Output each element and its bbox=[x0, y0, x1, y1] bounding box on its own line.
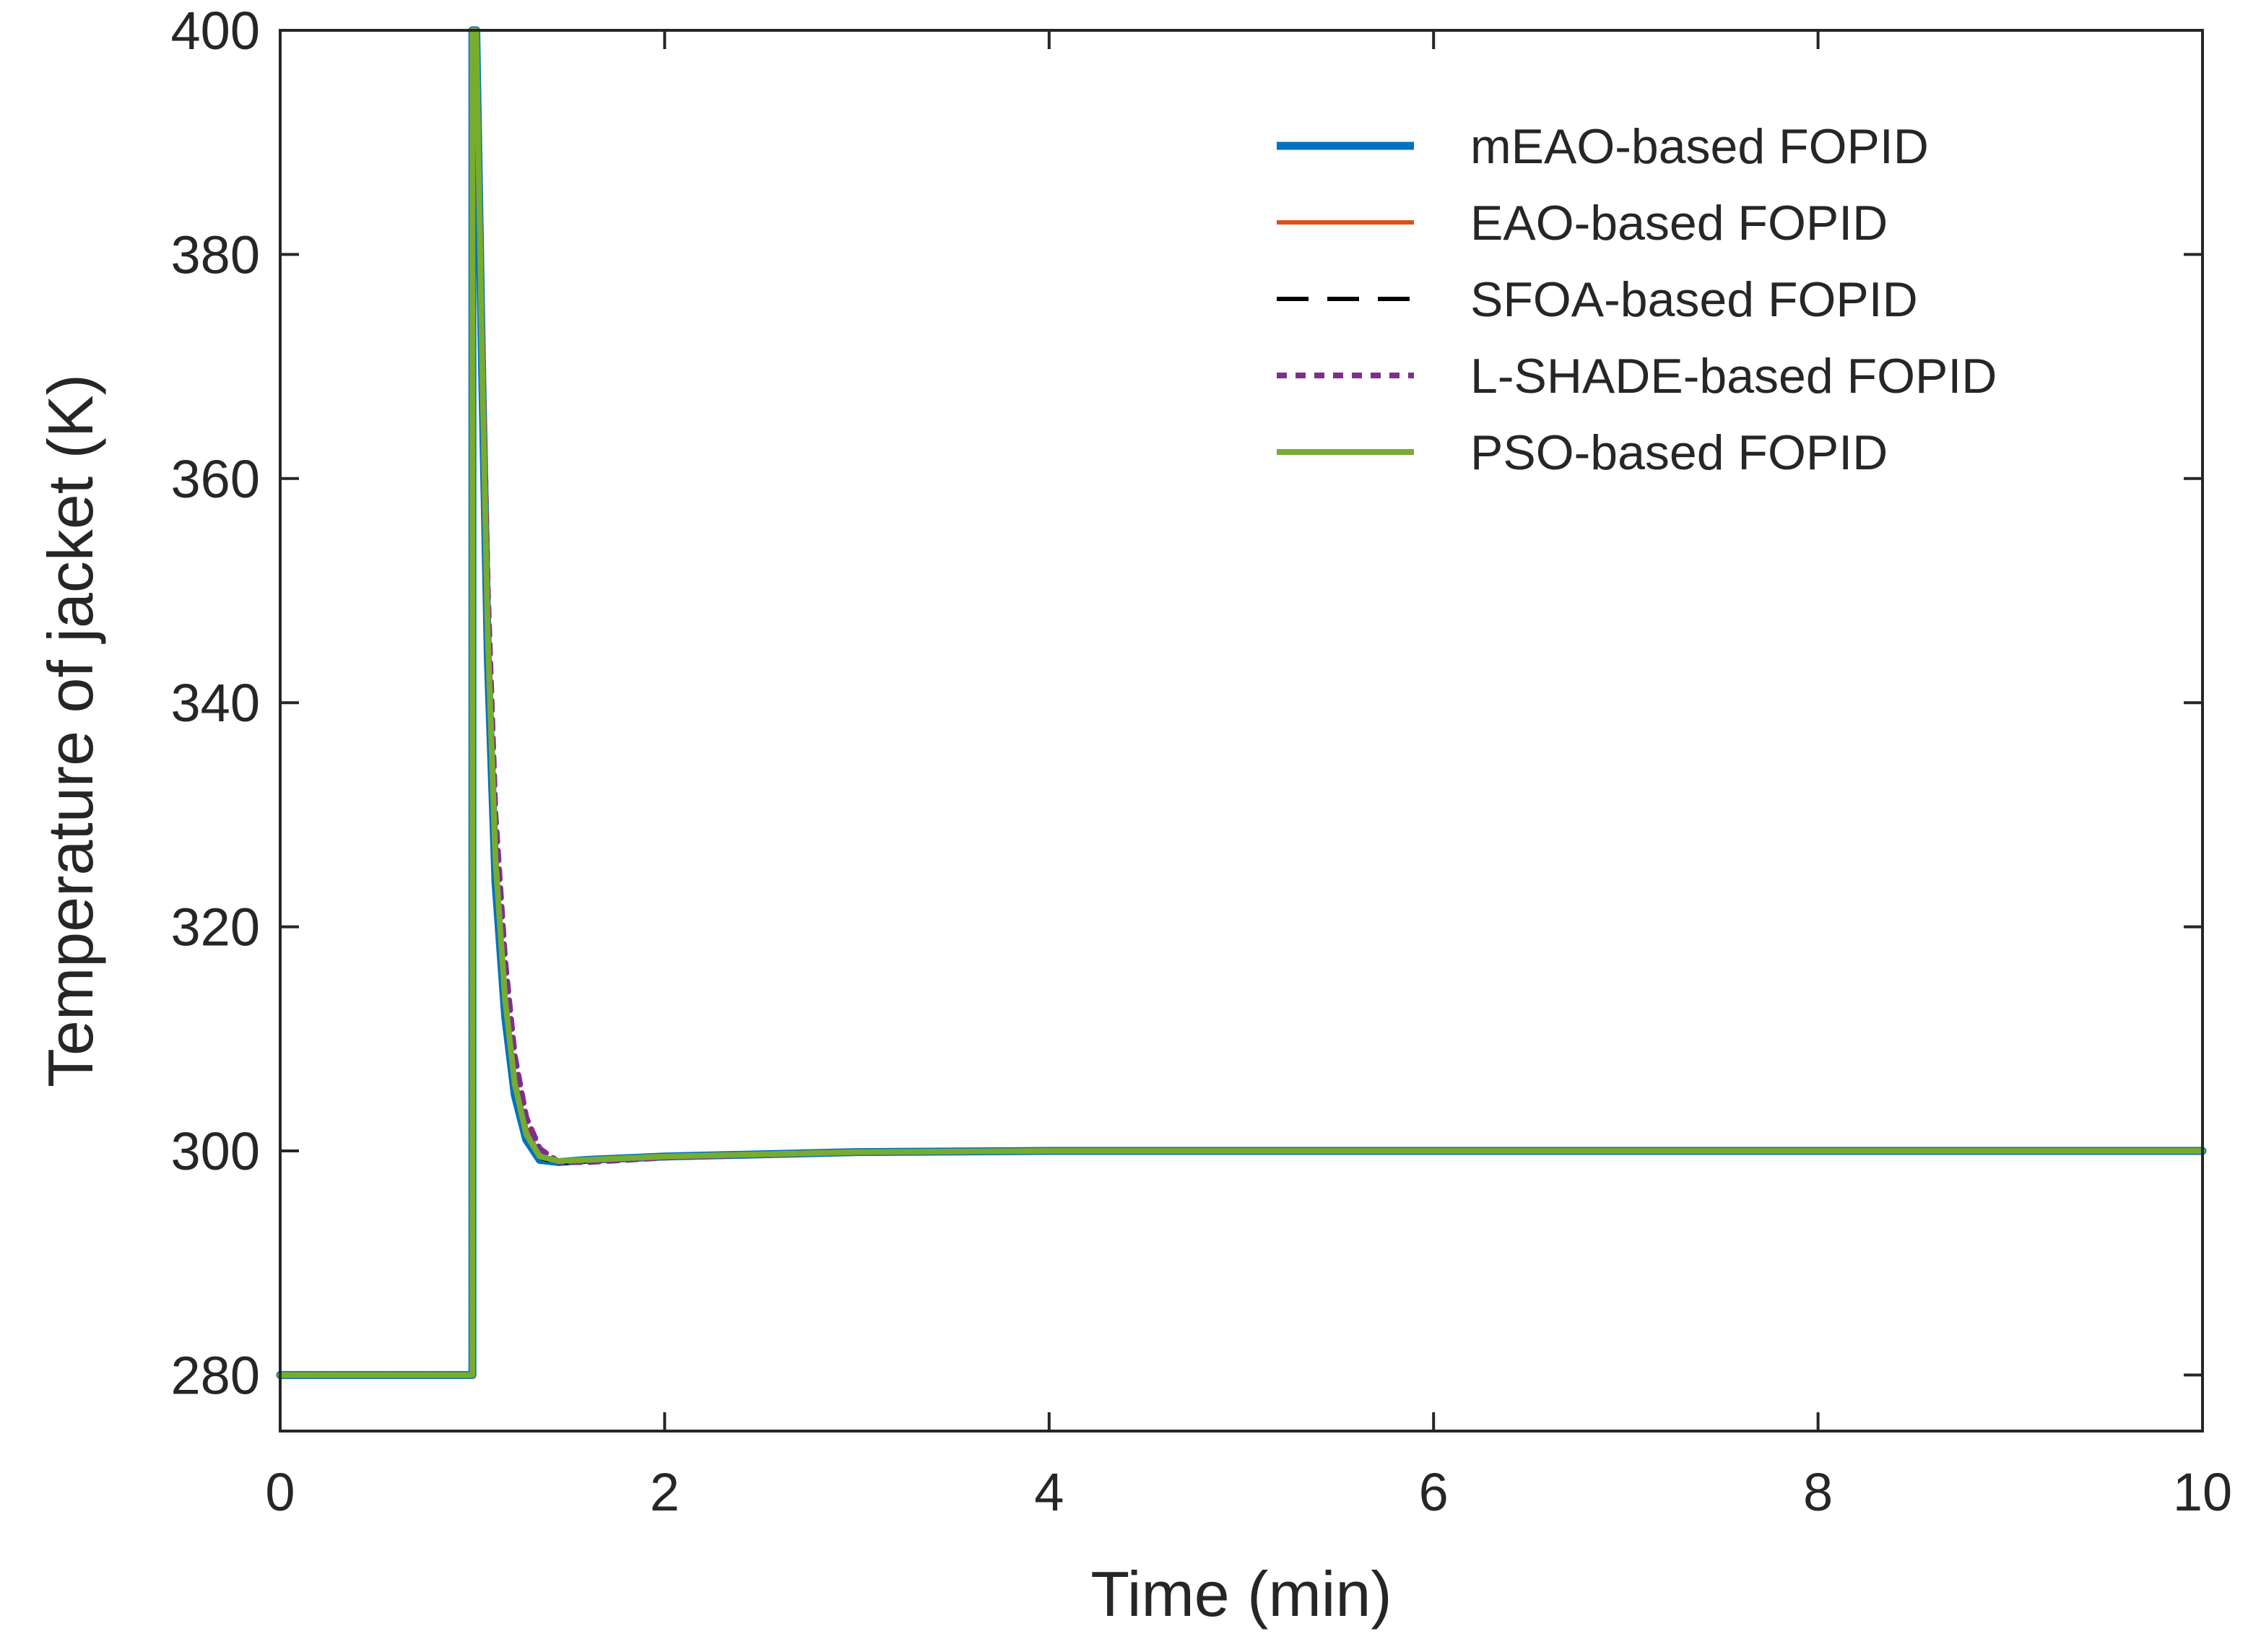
y-tick-label: 300 bbox=[171, 1121, 260, 1181]
legend-label-2: EAO-based FOPID bbox=[1470, 196, 1888, 251]
x-tick-label: 6 bbox=[1419, 1462, 1449, 1522]
x-tick-label: 10 bbox=[2173, 1462, 2232, 1522]
y-tick-label: 380 bbox=[171, 225, 260, 284]
y-tick-label: 400 bbox=[171, 1, 260, 61]
x-axis-label: Time (min) bbox=[1090, 1558, 1392, 1630]
x-tick-label: 4 bbox=[1034, 1462, 1064, 1522]
plot-frame bbox=[279, 29, 2204, 1433]
legend-label-4: L-SHADE-based FOPID bbox=[1470, 349, 1997, 404]
y-tick-label: 320 bbox=[171, 897, 260, 957]
x-tick-label: 0 bbox=[265, 1462, 295, 1522]
x-tick-label: 2 bbox=[650, 1462, 680, 1522]
legend-label-5: PSO-based FOPID bbox=[1470, 425, 1888, 480]
y-tick-label: 340 bbox=[171, 673, 260, 733]
legend-label-1: mEAO-based FOPID bbox=[1470, 119, 1929, 174]
tick-labels: 0 2 4 6 8 10 280 300 320 340 360 380 400 bbox=[171, 1, 2233, 1522]
legend-label-3: SFOA-based FOPID bbox=[1470, 272, 1918, 327]
y-axis-label: Temperature of jacket (K) bbox=[35, 374, 106, 1087]
plot-background bbox=[280, 30, 2203, 1431]
y-tick-label: 360 bbox=[171, 449, 260, 509]
y-tick-label: 280 bbox=[171, 1345, 260, 1405]
legend: mEAO-based FOPID EAO-based FOPID SFOA-base… bbox=[1277, 119, 1997, 480]
x-tick-label: 8 bbox=[1803, 1462, 1833, 1522]
